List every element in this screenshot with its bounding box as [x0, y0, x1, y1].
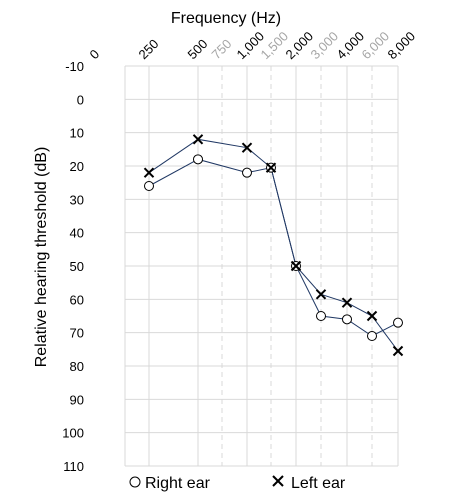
x-mark-stroke [315, 289, 327, 300]
data-point-left-ear [143, 167, 155, 178]
y-tick-label: -10 [65, 59, 84, 74]
legend-right-ear-label: Right ear [145, 475, 211, 492]
x-tick-label: 500 [185, 36, 211, 62]
y-tick-label: 90 [70, 392, 84, 407]
data-point-right-ear [342, 314, 352, 325]
y-tick-label: 0 [77, 92, 84, 107]
x-mark-stroke [290, 260, 302, 272]
x-tick-label: 0 [87, 46, 103, 62]
y-tick-label: 40 [70, 226, 84, 241]
x-mark-stroke [143, 167, 155, 178]
data-point-right-ear [316, 311, 326, 321]
x-axis-title: Frequency (Hz) [171, 10, 281, 27]
y-tick-label: 30 [70, 192, 84, 207]
x-mark-stroke [192, 134, 204, 145]
x-tick-label: 6,000 [359, 29, 393, 63]
y-tick-label: 100 [62, 426, 84, 441]
data-point-left-ear [341, 297, 353, 308]
x-mark-stroke [366, 310, 378, 322]
data-point-right-ear [193, 154, 203, 165]
data-point-left-ear [241, 142, 253, 153]
data-point-left-ear [192, 134, 204, 145]
x-mark-stroke [341, 297, 353, 308]
series-group [143, 134, 404, 357]
y-axis-ticks: -10 0 10 20 30 40 50 60 70 80 90 100 110 [62, 59, 84, 474]
y-tick-label: 80 [70, 359, 84, 374]
y-tick-label: 110 [63, 459, 84, 474]
data-point-right-ear [242, 167, 252, 178]
legend-left-ear-label: Left ear [291, 475, 346, 492]
x-tick-label: 3,000 [308, 29, 342, 63]
data-point-left-ear [392, 345, 404, 357]
data-point-left-ear [315, 289, 327, 300]
grid-lines [125, 65, 399, 467]
x-tick-label: 250 [136, 36, 162, 62]
x-mark-stroke [241, 142, 253, 153]
x-tick-label: 2,000 [283, 29, 317, 63]
x-tick-label: 1,500 [258, 29, 292, 63]
y-tick-label: 10 [70, 126, 84, 141]
data-point-right-ear [367, 331, 377, 341]
x-mark-stroke [265, 162, 277, 173]
y-tick-label: 50 [70, 259, 84, 274]
y-tick-label: 60 [70, 292, 84, 307]
plot-axes [124, 66, 398, 467]
x-tick-label: 4,000 [334, 29, 368, 63]
data-point-left-ear [290, 260, 302, 272]
x-tick-label: 8,000 [385, 29, 419, 63]
legend-left-ear-marker [272, 475, 284, 487]
data-point-right-ear [144, 181, 154, 191]
x-mark-stroke [392, 345, 404, 357]
data-point-left-ear [366, 310, 378, 322]
legend-right-ear-marker [129, 476, 141, 488]
data-point-right-ear [393, 317, 403, 328]
legend: Right ear Left ear [129, 475, 346, 492]
y-tick-label: 20 [70, 159, 84, 174]
data-point-left-ear [265, 162, 277, 173]
x-tick-label: 750 [209, 36, 235, 62]
y-axis-title: Relative hearing threshold (dB) [33, 147, 50, 368]
y-tick-label: 70 [70, 326, 84, 341]
